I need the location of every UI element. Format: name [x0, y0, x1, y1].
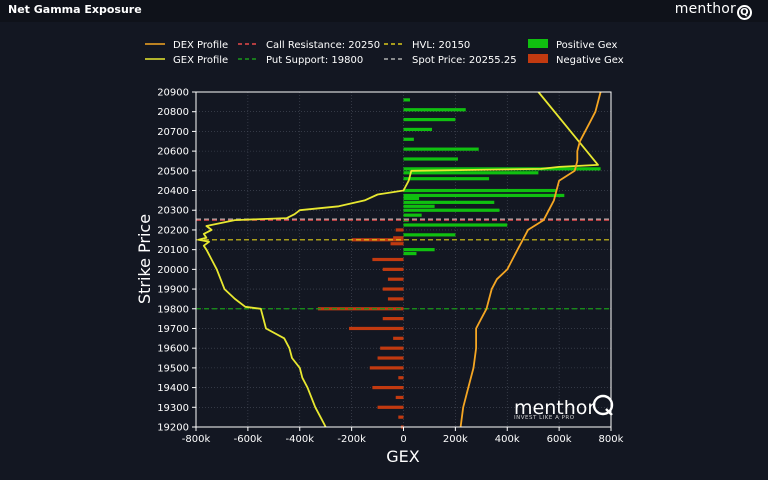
positive-gex-bar: [403, 248, 435, 252]
negative-gex-bar: [395, 228, 404, 232]
positive-gex-bar: [403, 204, 435, 208]
y-axis-label: Strike Price: [135, 214, 154, 304]
legend-label: Negative Gex: [556, 55, 624, 66]
y-tick-label: 20200: [157, 225, 189, 236]
positive-gex-bar: [403, 196, 420, 201]
y-tick-label: 19200: [157, 423, 189, 434]
positive-gex-bar: [403, 147, 479, 151]
y-tick-label: 19600: [157, 344, 189, 355]
x-axis-ticks: -800k -600k -400k -200k 0 200k 400k 600k 800k: [182, 427, 624, 445]
x-tick-label: -800k: [182, 434, 211, 445]
watermark-logo: menthor INVEST LIKE A PRO: [514, 394, 614, 421]
negative-gex-bar: [382, 267, 404, 271]
legend-label: HVL: 20150: [412, 40, 470, 51]
x-tick-label: -600k: [234, 434, 263, 445]
x-axis-label: GEX: [386, 447, 420, 466]
positive-gex-bar: [403, 200, 495, 204]
gex-profile-line: [197, 91, 599, 428]
positive-gex-bar: [403, 208, 500, 212]
positive-gex-bar: [403, 98, 410, 102]
brand-logo: menthor Q: [675, 1, 752, 20]
watermark-q-tail: [605, 408, 613, 416]
negative-gex-bar: [369, 366, 404, 370]
positive-gex-bar: [403, 137, 414, 141]
negative-gex-bar: [382, 287, 404, 291]
x-tick-label: 600k: [547, 434, 572, 445]
negative-gex-bar: [372, 385, 404, 390]
y-tick-label: 20600: [157, 147, 189, 158]
y-tick-label: 20400: [157, 186, 189, 197]
negative-gex-bar: [377, 356, 404, 360]
y-tick-label: 19400: [157, 383, 189, 394]
x-tick-label: 400k: [495, 434, 520, 445]
legend-label: GEX Profile: [173, 55, 228, 66]
watermark-brand: menthor: [514, 397, 595, 419]
negative-gex-bar: [393, 336, 404, 340]
negative-gex-bar: [380, 346, 404, 350]
x-tick-label: -200k: [337, 434, 366, 445]
y-tick-label: 19300: [157, 403, 189, 414]
legend-label: Spot Price: 20255.25: [412, 55, 517, 66]
y-tick-label: 20000: [157, 265, 189, 276]
positive-gex-bar: [403, 193, 565, 198]
legend-swatch: [528, 54, 548, 63]
negative-gex-bar: [395, 395, 404, 400]
positive-gex-bar: [403, 213, 422, 217]
gex-chart: DEX Profile Call Resistance: 20250 HVL: 20…: [135, 39, 624, 466]
y-tick-label: 20300: [157, 206, 189, 217]
legend-label: Call Resistance: 20250: [266, 40, 380, 51]
negative-gex-bar: [372, 257, 404, 262]
positive-gex-bar: [403, 117, 456, 122]
x-tick-label: 200k: [443, 434, 468, 445]
legend-label: Put Support: 19800: [266, 55, 363, 66]
negative-gex-bar: [349, 326, 404, 331]
positive-gex-bar: [403, 108, 466, 112]
dex-profile-line: [459, 91, 602, 428]
negative-gex-bar: [393, 236, 404, 240]
negative-gex-bar: [382, 317, 404, 321]
gex-bars: [317, 98, 601, 429]
positive-gex-bar: [403, 188, 557, 193]
y-tick-label: 20100: [157, 245, 189, 256]
negative-gex-bar: [398, 376, 404, 380]
top-bar: Net Gamma Exposure menthor Q: [0, 0, 768, 22]
negative-gex-bar: [387, 277, 404, 281]
positive-gex-bar: [403, 127, 433, 132]
x-tick-label: -400k: [286, 434, 315, 445]
positive-gex-bar: [403, 177, 490, 181]
y-tick-label: 20500: [157, 166, 189, 177]
y-tick-label: 20900: [157, 88, 189, 99]
negative-gex-bar: [390, 242, 404, 246]
profile-lines: [197, 91, 602, 428]
positive-gex-bar: [403, 233, 456, 237]
brand-logo-text: menthor: [674, 1, 736, 17]
legend-label: DEX Profile: [173, 40, 228, 51]
negative-gex-bar: [351, 238, 404, 242]
brand-logo-q-icon: Q: [737, 5, 752, 20]
level-lines: [196, 218, 611, 310]
y-tick-label: 20800: [157, 107, 189, 118]
y-tick-label: 19500: [157, 363, 189, 374]
chart-legend: DEX Profile Call Resistance: 20250 HVL: 20…: [145, 39, 624, 66]
negative-gex-bar: [377, 405, 404, 409]
positive-gex-bar: [403, 171, 539, 175]
y-axis-ticks: 19200 19300 19400 19500 19600 19700 19800 19900…: [157, 88, 196, 434]
positive-gex-bar: [403, 223, 508, 227]
positive-gex-bar: [403, 157, 458, 161]
negative-gex-bar: [398, 415, 404, 419]
positive-gex-bar: [403, 251, 417, 256]
y-tick-label: 19800: [157, 304, 189, 315]
y-tick-label: 19900: [157, 285, 189, 296]
page-title: Net Gamma Exposure: [8, 3, 142, 16]
y-tick-label: 19700: [157, 324, 189, 335]
watermark-tagline: INVEST LIKE A PRO: [514, 415, 575, 421]
x-tick-label: 800k: [599, 434, 624, 445]
legend-label: Positive Gex: [556, 40, 617, 51]
watermark-q-icon: [592, 394, 614, 416]
x-tick-label: 0: [400, 434, 406, 445]
legend-swatch: [528, 39, 548, 48]
y-tick-label: 20700: [157, 127, 189, 138]
negative-gex-bar: [387, 297, 404, 301]
